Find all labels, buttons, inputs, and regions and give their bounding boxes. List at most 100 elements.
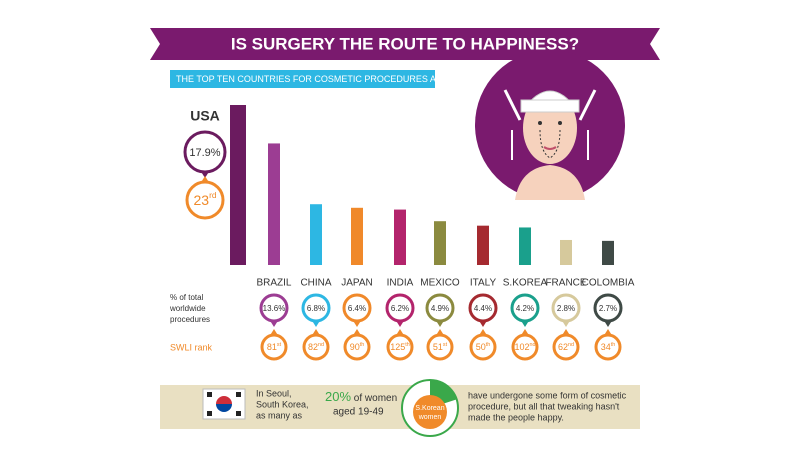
pin-circle <box>302 333 330 361</box>
rank-suffix: rd <box>209 190 217 200</box>
rank-label: 125th <box>390 342 410 352</box>
rank-number: 23 <box>193 192 209 208</box>
pin-circle <box>343 333 371 361</box>
country-label: FRANCE <box>545 278 586 289</box>
bar <box>268 143 280 265</box>
pin-circle <box>301 293 331 323</box>
country-label: BRAZIL <box>256 278 291 289</box>
country-label: ITALY <box>470 278 497 289</box>
country-label: MEXICO <box>420 278 460 289</box>
rank-label: 50th <box>476 342 491 352</box>
pin-circle <box>552 333 580 361</box>
rank-label: 90th <box>350 342 365 352</box>
pin-circle <box>185 180 225 220</box>
pie-center <box>413 395 447 429</box>
row-label: % of total <box>170 293 204 302</box>
korea-flag <box>202 388 246 420</box>
pin-circle <box>510 293 540 323</box>
footer-percent: 20% <box>325 389 351 404</box>
rank-suffix: th <box>360 342 365 348</box>
footer-text: In Seoul, <box>256 388 292 398</box>
rank-suffix: st <box>443 342 448 348</box>
pin-circle <box>183 130 227 174</box>
bar <box>477 225 489 265</box>
footer-text: as many as <box>256 410 303 420</box>
row-label: SWLI rank <box>170 342 213 352</box>
country-label: COLOMBIA <box>582 278 635 289</box>
bar <box>394 209 406 265</box>
pin-circle <box>468 293 498 323</box>
pin-circle <box>425 293 455 323</box>
rank-number: 82 <box>308 342 318 352</box>
rank-suffix: nd <box>568 342 574 348</box>
pin-circle <box>385 293 415 323</box>
pin-circle <box>342 293 372 323</box>
rank-number: 34 <box>601 342 611 352</box>
bar <box>230 105 246 265</box>
illustration <box>475 50 625 200</box>
pin-circle <box>259 293 289 323</box>
rank-number: 125 <box>390 342 405 352</box>
footer-text: procedure, but all that tweaking hasn't <box>468 401 620 411</box>
rank-label: 102nd <box>514 342 535 352</box>
footer-text: aged 19-49 <box>333 407 384 418</box>
bar <box>519 227 531 265</box>
pin-circle <box>426 333 454 361</box>
rank-suffix: th <box>405 342 410 348</box>
pin-circle <box>260 333 288 361</box>
rank-label: 82nd <box>308 342 324 352</box>
value-label: 6.8% <box>307 304 325 313</box>
rank-number: 62 <box>558 342 568 352</box>
bar <box>560 239 572 265</box>
rank-label: 51st <box>433 342 448 352</box>
footer-text: of women <box>351 393 397 404</box>
row-label: worldwide <box>169 304 206 313</box>
footer-text: have undergone some form of cosmetic <box>468 390 627 400</box>
title: IS SURGERY THE ROUTE TO HAPPINESS? <box>231 34 579 53</box>
pie-label: S.Korean <box>415 405 444 412</box>
value-label: 4.9% <box>431 304 449 313</box>
subtitle: THE TOP TEN COUNTRIES FOR COSMETIC PROCE… <box>176 74 451 84</box>
country-label: JAPAN <box>341 278 373 289</box>
subtitle-bar <box>170 70 435 88</box>
rank-label: 62nd <box>558 342 574 352</box>
title-ribbon <box>150 28 660 60</box>
value-label: 4.4% <box>474 304 492 313</box>
footer-percent-line: 20% of women <box>325 389 397 404</box>
rank-label: 81st <box>267 342 282 352</box>
footer-text: made the people happy. <box>468 412 564 422</box>
country-label: USA <box>190 108 220 124</box>
rank-suffix: st <box>277 342 282 348</box>
rank-label: 34th <box>601 342 616 352</box>
value-label: 6.2% <box>391 304 409 313</box>
rank-number: 50 <box>476 342 486 352</box>
pin-circle <box>469 333 497 361</box>
bar <box>310 204 322 265</box>
value-label: 17.9% <box>189 147 220 159</box>
value-label: 13.6% <box>263 304 286 313</box>
bar <box>351 207 363 265</box>
pie-label: women <box>418 414 442 421</box>
rank-suffix: th <box>611 342 616 348</box>
pin-circle <box>511 333 539 361</box>
pin-circle <box>551 293 581 323</box>
country-label: S.KOREA <box>503 278 548 289</box>
value-label: 6.4% <box>348 304 366 313</box>
rank-number: 81 <box>267 342 277 352</box>
rank-suffix: nd <box>530 342 536 348</box>
rank-number: 90 <box>350 342 360 352</box>
country-label: INDIA <box>387 278 414 289</box>
country-label: CHINA <box>300 278 331 289</box>
bar <box>602 240 614 265</box>
pin-circle <box>594 333 622 361</box>
value-label: 2.7% <box>599 304 617 313</box>
rank-suffix: th <box>486 342 491 348</box>
rank-label: 23rd <box>193 190 216 207</box>
pin-circle <box>386 333 414 361</box>
rank-number: 102 <box>514 342 529 352</box>
rank-suffix: nd <box>318 342 324 348</box>
value-label: 4.2% <box>516 304 534 313</box>
rank-number: 51 <box>433 342 443 352</box>
footer-text: South Korea, <box>256 399 309 409</box>
